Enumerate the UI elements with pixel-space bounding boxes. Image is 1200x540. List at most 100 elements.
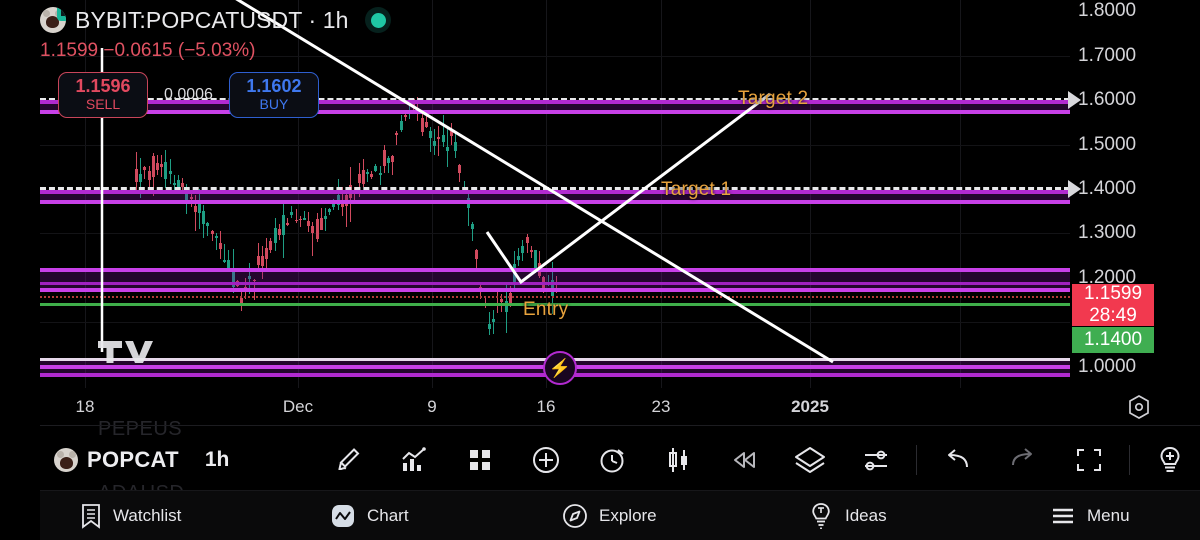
candle-wick (438, 125, 440, 156)
nav-label-chart: Chart (367, 505, 409, 525)
target-1-lower-line (40, 200, 1070, 204)
candle-body (261, 255, 264, 266)
candle-body (450, 131, 453, 136)
candle-body (517, 255, 521, 260)
candle-body (273, 228, 277, 243)
popcat-avatar-small (54, 448, 78, 472)
fullscreen-brackets-icon (1077, 449, 1102, 471)
candle-body (160, 164, 164, 167)
toolbar-symbol-button[interactable]: POPCAT (54, 447, 179, 473)
candle-body (147, 170, 151, 180)
chart-type-button[interactable] (645, 434, 711, 486)
candle-body (370, 174, 374, 178)
buy-label: BUY (259, 96, 289, 113)
chart-icon (332, 504, 354, 527)
lightning-icon: ⚡ (548, 358, 572, 378)
publish-idea-button[interactable] (1137, 434, 1200, 486)
candle-body (206, 223, 210, 226)
nav-item-menu[interactable]: Menu (1050, 505, 1130, 527)
candle-body (168, 170, 172, 174)
buy-price: 1.1602 (246, 76, 302, 97)
candle-body (374, 166, 378, 172)
candle-wick (287, 218, 289, 227)
candle-body (269, 240, 273, 250)
time-tick: 2025 (791, 397, 829, 416)
candle-body (135, 169, 138, 183)
sell-price: 1.1596 (75, 76, 131, 97)
undo-button[interactable] (924, 434, 990, 486)
add-button[interactable] (513, 434, 579, 486)
candle-wick (224, 244, 226, 264)
annotation-target-1: Target 1 (661, 179, 732, 200)
candle-body (282, 215, 285, 235)
order-widget: 1.1596 SELL 0.0006 1.1602 BUY (58, 72, 319, 118)
price-tick: 1.2000 (1078, 267, 1137, 288)
time-scale[interactable]: 18 Dec 9 16 23 2025 (40, 388, 1200, 426)
candle-wick (367, 169, 368, 182)
plus-circle-icon (533, 447, 560, 473)
draw-tool-button[interactable] (315, 434, 381, 486)
page-title[interactable]: BYBIT:POPCATUSDT · 1h (75, 6, 349, 33)
grid-line-v (85, 0, 86, 388)
current-price-value: 1.1599 (1083, 283, 1143, 305)
time-tick: Dec (282, 397, 314, 416)
toolbar-interval-button[interactable]: 1h (204, 448, 230, 471)
chart-settings-icon[interactable] (1127, 394, 1151, 420)
replay-button[interactable] (711, 434, 777, 486)
chart-canvas[interactable]: Target 2 Target 1 Entry ⚡ (40, 0, 1070, 388)
nav-label-ideas: Ideas (845, 505, 887, 525)
grid-line-h (40, 233, 1070, 234)
nav-item-chart[interactable]: Chart (330, 503, 409, 529)
candle-wick (211, 229, 213, 242)
candle-wick (379, 166, 381, 186)
candle-body (475, 250, 479, 260)
candle-body (521, 246, 525, 253)
candle-body (298, 218, 302, 221)
candle-body (454, 141, 458, 151)
candle-body (164, 161, 168, 180)
toolbar-icon-group (315, 434, 1200, 486)
alerts-button[interactable] (579, 434, 645, 486)
layers-button[interactable] (777, 434, 843, 486)
grid-line-v (960, 0, 961, 388)
candle-body (399, 120, 403, 130)
settings-button[interactable] (843, 434, 909, 486)
time-tick: 23 (651, 397, 671, 416)
nav-item-ideas[interactable]: Ideas (808, 502, 887, 530)
layouts-button[interactable] (447, 434, 513, 486)
symbol-row[interactable]: BYBIT:POPCATUSDT · 1h (40, 4, 392, 36)
redo-button[interactable] (990, 434, 1056, 486)
price-scale[interactable]: 1.8000 1.7000 1.6000 1.5000 1.4000 1.300… (1068, 0, 1200, 388)
resistance-upper-line (40, 268, 1070, 272)
nav-item-explore[interactable]: Explore (562, 503, 657, 529)
candle-body (387, 157, 390, 164)
candle-body (307, 220, 311, 227)
fullscreen-button[interactable] (1056, 434, 1122, 486)
candle-body (290, 211, 294, 216)
candle-wick (144, 165, 146, 179)
candle-body (378, 172, 382, 176)
candle-body (361, 170, 365, 185)
quote-change: 1.1599 −0.0615 (−5.03%) (40, 40, 256, 61)
candle-body (139, 173, 143, 183)
lightning-marker-badge[interactable]: ⚡ (543, 351, 577, 385)
candle-body (172, 182, 176, 185)
time-tick: 9 (427, 397, 437, 416)
candle-wick (194, 194, 196, 231)
redo-arrow-icon (1012, 448, 1033, 466)
nav-item-watchlist[interactable]: Watchlist (80, 503, 181, 529)
candle-body (433, 140, 437, 147)
candle-body (265, 247, 269, 259)
candle-body (156, 162, 159, 171)
candle-body (487, 324, 491, 330)
candle-body (181, 182, 185, 187)
sell-button[interactable]: 1.1596 SELL (58, 72, 148, 118)
candle-body (458, 164, 462, 173)
sell-label: SELL (85, 96, 121, 113)
candle-body (437, 137, 441, 139)
buy-button[interactable]: 1.1602 BUY (228, 72, 319, 118)
candle-body (303, 218, 306, 220)
resistance-lower-line (40, 288, 1070, 292)
rewind-icon (734, 452, 756, 468)
indicators-button[interactable] (381, 434, 447, 486)
